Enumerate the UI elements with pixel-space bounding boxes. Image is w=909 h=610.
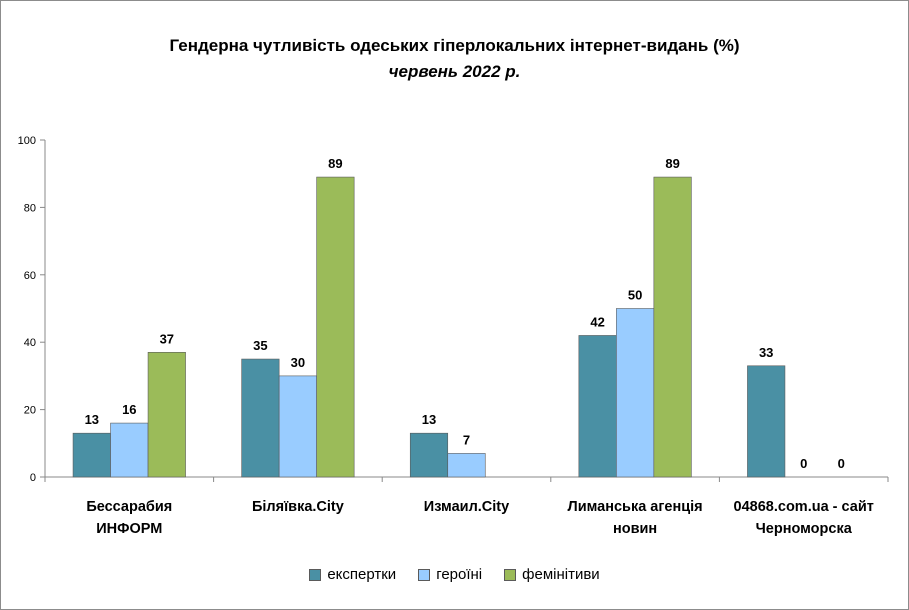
y-tick-label: 80: [24, 202, 36, 214]
category-label: 04868.com.ua - сайт: [734, 499, 874, 515]
y-tick-label: 100: [18, 135, 36, 147]
legend-item: експертки: [309, 566, 396, 583]
legend-item: фемінітиви: [504, 566, 600, 583]
bar: [447, 453, 486, 478]
y-tick-label: 60: [24, 270, 36, 282]
y-tick-label: 40: [24, 337, 36, 349]
y-tick-label: 0: [30, 472, 36, 484]
bar: [578, 335, 617, 478]
bar: [747, 365, 786, 478]
bar: [110, 422, 149, 478]
data-label: 50: [628, 288, 642, 303]
category-label: Бессарабия: [86, 499, 172, 515]
bar: [616, 308, 655, 478]
data-label: 30: [291, 355, 305, 370]
chart-title: Гендерна чутливість одеських гіперлокаль…: [169, 36, 740, 55]
bar: [653, 176, 692, 478]
legend-item: героїні: [418, 566, 482, 583]
legend-swatch: [418, 568, 431, 581]
category-label: Измаил.City: [424, 499, 509, 515]
chart-legend: експертки героїні фемінітиви: [0, 566, 909, 583]
legend-swatch: [309, 568, 322, 581]
data-label: 89: [665, 156, 679, 171]
legend-label: фемінітиви: [522, 566, 600, 583]
y-tick-label: 20: [24, 405, 36, 417]
legend-label: експертки: [327, 566, 397, 583]
data-label: 33: [759, 345, 773, 360]
chart-subtitle: червень 2022 р.: [388, 62, 521, 81]
bar: [316, 176, 355, 478]
bar: [241, 358, 280, 478]
bar: [409, 432, 449, 478]
bar: [278, 375, 317, 478]
data-label: 16: [122, 402, 136, 417]
category-label: новин: [613, 521, 657, 537]
data-label: 13: [85, 412, 99, 427]
category-label: ИНФОРМ: [96, 521, 162, 537]
bar: [72, 432, 111, 478]
category-label: Черноморска: [756, 521, 853, 537]
bar: [147, 352, 186, 478]
data-label: 89: [328, 156, 342, 171]
data-label: 35: [253, 338, 267, 353]
legend-label: героїні: [436, 566, 483, 583]
data-label: 0: [800, 456, 807, 471]
data-label: 42: [590, 314, 604, 329]
data-label: 13: [422, 412, 436, 427]
data-label: 7: [463, 432, 470, 447]
data-label: 37: [160, 331, 174, 346]
category-label: Біляївка.City: [252, 499, 344, 515]
category-label: Лиманська агенція: [568, 499, 703, 515]
legend-swatch: [504, 568, 517, 581]
data-label: 0: [838, 456, 845, 471]
